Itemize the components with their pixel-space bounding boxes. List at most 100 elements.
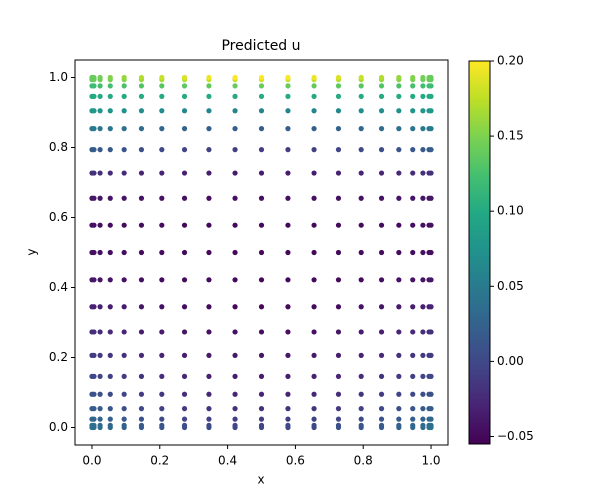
point bbox=[91, 249, 97, 256]
point bbox=[358, 422, 364, 428]
point bbox=[181, 93, 188, 99]
point bbox=[121, 195, 127, 201]
point bbox=[91, 329, 97, 335]
point bbox=[311, 373, 317, 379]
point bbox=[258, 126, 265, 132]
point bbox=[97, 170, 103, 176]
point bbox=[138, 126, 145, 132]
point bbox=[138, 329, 145, 335]
point bbox=[285, 170, 291, 176]
point bbox=[159, 352, 165, 358]
point bbox=[396, 406, 402, 412]
point bbox=[97, 93, 103, 99]
point bbox=[335, 83, 342, 89]
point bbox=[258, 373, 265, 379]
point bbox=[97, 304, 103, 310]
point bbox=[378, 406, 385, 412]
point bbox=[378, 195, 385, 201]
point bbox=[181, 126, 188, 132]
point bbox=[410, 391, 416, 397]
point bbox=[311, 352, 317, 358]
point bbox=[410, 93, 416, 99]
point bbox=[206, 329, 212, 335]
point bbox=[285, 329, 291, 335]
x-tick-label: 0.6 bbox=[286, 454, 305, 468]
point bbox=[232, 83, 238, 89]
point bbox=[410, 147, 416, 153]
point bbox=[358, 195, 364, 201]
point bbox=[410, 108, 416, 114]
point bbox=[378, 222, 385, 228]
point bbox=[258, 147, 265, 153]
point bbox=[396, 249, 402, 256]
point bbox=[285, 406, 291, 412]
point bbox=[358, 352, 364, 358]
point bbox=[206, 93, 212, 99]
point bbox=[335, 422, 342, 428]
point bbox=[97, 147, 103, 153]
point bbox=[410, 277, 416, 283]
point bbox=[232, 170, 238, 176]
point bbox=[138, 195, 145, 201]
point bbox=[97, 108, 103, 114]
point bbox=[358, 373, 364, 379]
point bbox=[91, 147, 97, 153]
point bbox=[138, 277, 145, 283]
point bbox=[138, 422, 145, 428]
point bbox=[258, 249, 265, 256]
point bbox=[420, 352, 426, 358]
point bbox=[181, 329, 188, 335]
point bbox=[396, 391, 402, 397]
colorbar-tick-label: 0.20 bbox=[497, 54, 524, 68]
point bbox=[181, 74, 188, 81]
point bbox=[335, 222, 342, 228]
point bbox=[232, 126, 238, 132]
y-tick-label: 0.2 bbox=[49, 350, 68, 364]
point bbox=[121, 249, 127, 256]
point bbox=[311, 108, 317, 114]
point bbox=[206, 373, 212, 379]
point bbox=[420, 147, 426, 153]
point bbox=[420, 373, 426, 379]
point bbox=[420, 416, 426, 422]
point bbox=[410, 304, 416, 310]
colorbar-tick-label: 0.10 bbox=[497, 204, 524, 218]
point bbox=[428, 422, 434, 428]
point bbox=[206, 147, 212, 153]
point bbox=[335, 329, 342, 335]
point bbox=[232, 222, 238, 228]
point bbox=[428, 277, 434, 283]
point bbox=[258, 195, 265, 201]
point bbox=[97, 406, 103, 412]
y-tick-label: 1.0 bbox=[49, 70, 68, 84]
point bbox=[285, 126, 291, 132]
point bbox=[358, 147, 364, 153]
point bbox=[159, 329, 165, 335]
point bbox=[410, 373, 416, 379]
point bbox=[285, 147, 291, 153]
point bbox=[311, 422, 317, 428]
point bbox=[159, 249, 165, 256]
point bbox=[420, 93, 426, 99]
point bbox=[428, 304, 434, 310]
point bbox=[181, 108, 188, 114]
point bbox=[335, 249, 342, 256]
point bbox=[107, 249, 113, 256]
y-tick-label: 0.8 bbox=[49, 140, 68, 154]
colorbar-tick-label: 0.15 bbox=[497, 129, 524, 143]
point bbox=[258, 422, 265, 428]
point bbox=[181, 83, 188, 89]
point bbox=[181, 422, 188, 428]
colorbar-tick-label: 0.00 bbox=[497, 354, 524, 368]
point bbox=[91, 277, 97, 283]
point bbox=[206, 170, 212, 176]
point bbox=[420, 108, 426, 114]
point bbox=[159, 108, 165, 114]
point bbox=[121, 74, 127, 81]
point bbox=[396, 74, 402, 81]
point bbox=[285, 74, 291, 81]
point bbox=[311, 74, 317, 81]
point bbox=[107, 391, 113, 397]
point bbox=[358, 126, 364, 132]
point bbox=[91, 416, 97, 422]
